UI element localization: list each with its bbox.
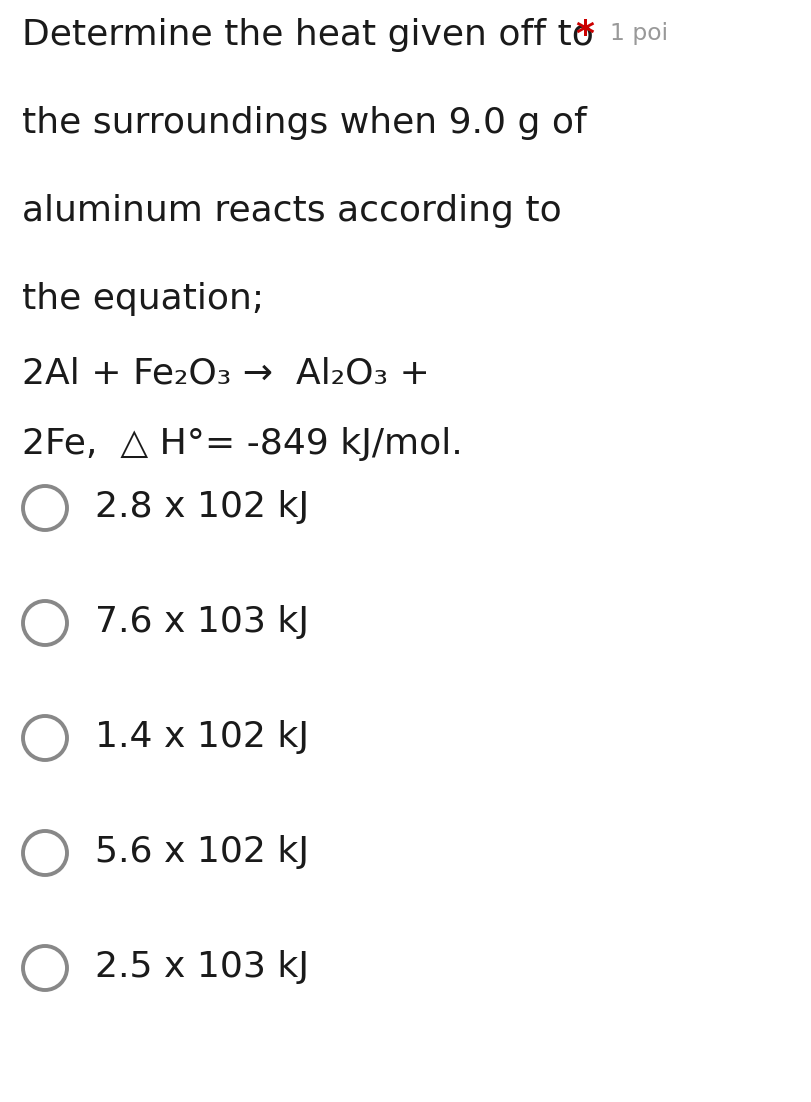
Text: *: * xyxy=(575,18,594,52)
Text: aluminum reacts according to: aluminum reacts according to xyxy=(22,194,562,228)
Text: the equation;: the equation; xyxy=(22,282,264,316)
Text: 2Fe,  △ H°= -849 kJ/mol.: 2Fe, △ H°= -849 kJ/mol. xyxy=(22,428,463,462)
Text: 1 poi: 1 poi xyxy=(610,22,668,45)
Text: Determine the heat given off to: Determine the heat given off to xyxy=(22,18,594,52)
Text: 7.6 x 103 kJ: 7.6 x 103 kJ xyxy=(95,605,309,639)
Text: the surroundings when 9.0 g of: the surroundings when 9.0 g of xyxy=(22,106,586,140)
Text: 2.8 x 102 kJ: 2.8 x 102 kJ xyxy=(95,490,309,523)
Text: 5.6 x 102 kJ: 5.6 x 102 kJ xyxy=(95,835,309,869)
Text: 2Al + Fe₂O₃ →  Al₂O₃ +: 2Al + Fe₂O₃ → Al₂O₃ + xyxy=(22,357,430,391)
Text: 2.5 x 103 kJ: 2.5 x 103 kJ xyxy=(95,950,309,984)
Text: 1.4 x 102 kJ: 1.4 x 102 kJ xyxy=(95,720,309,754)
